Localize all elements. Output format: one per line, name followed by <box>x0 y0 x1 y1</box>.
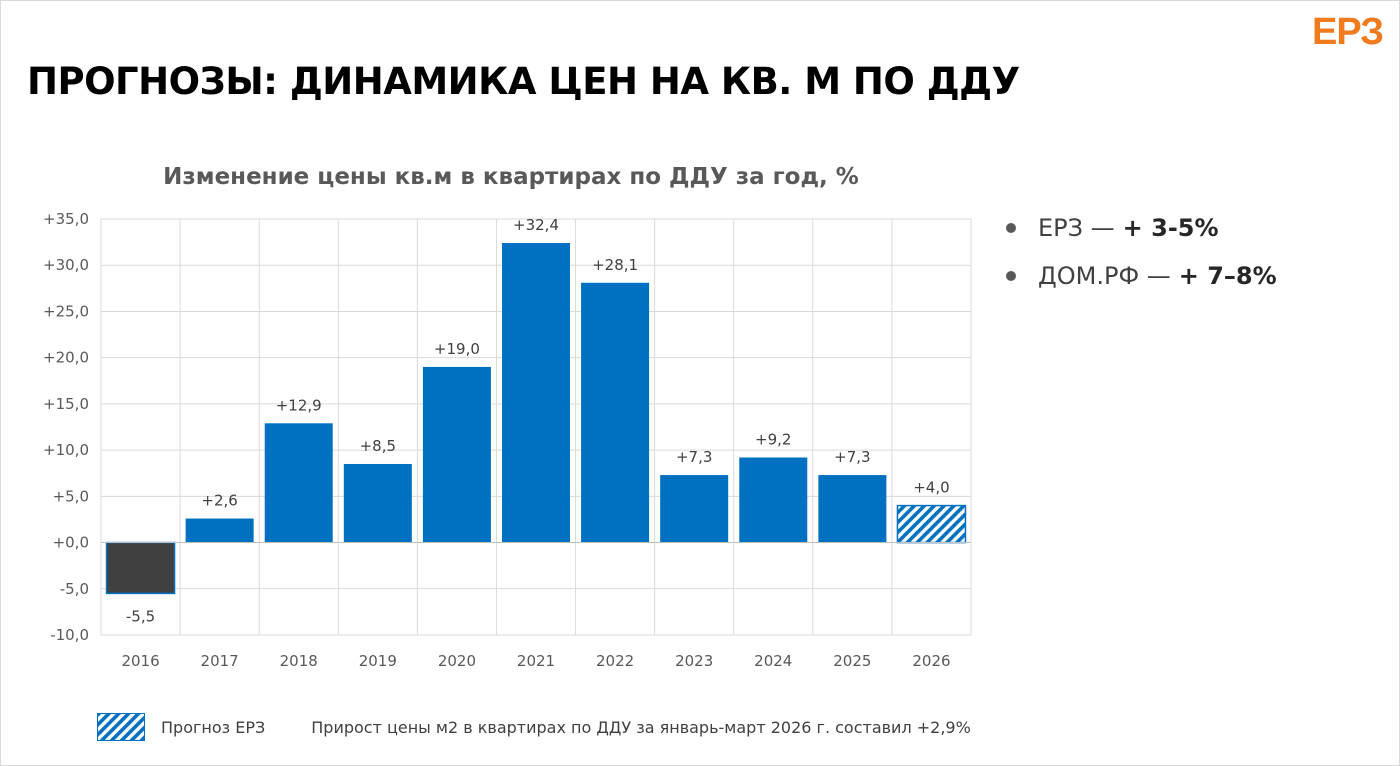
bar-2022 <box>581 282 650 543</box>
y-tick-label: +5,0 <box>53 487 89 505</box>
erz-logo: ЕРЗ <box>1312 11 1384 53</box>
y-tick-label: +25,0 <box>43 302 89 320</box>
x-tick-label: 2019 <box>359 652 397 670</box>
footnote: Прирост цены м2 в квартирах по ДДУ за ян… <box>311 717 971 737</box>
data-label-2018: +12,9 <box>276 396 322 414</box>
x-tick-label: 2023 <box>675 652 713 670</box>
y-tick-label: +15,0 <box>43 395 89 413</box>
bar-2019 <box>343 463 412 543</box>
bar-2020 <box>422 366 491 543</box>
forecast-item-domrf: ДОМ.РФ — + 7–8% <box>1006 257 1277 295</box>
data-label-2023: +7,3 <box>676 448 712 466</box>
x-tick-label: 2021 <box>517 652 555 670</box>
data-label-2024: +9,2 <box>755 431 791 449</box>
data-label-2016: -5,5 <box>126 607 155 625</box>
bar-2025 <box>818 475 887 543</box>
forecast-source: ДОМ.РФ — <box>1038 262 1171 290</box>
x-tick-label: 2020 <box>438 652 476 670</box>
forecast-list: ЕРЗ — + 3-5% ДОМ.РФ — + 7–8% <box>1006 209 1277 305</box>
data-label-2021: +32,4 <box>513 216 559 234</box>
forecast-legend-swatch <box>97 713 145 741</box>
bars <box>105 243 967 595</box>
bar-2016 <box>105 541 176 595</box>
chart-legend: Прогноз ЕРЗ Прирост цены м2 в квартирах … <box>97 713 971 741</box>
data-label-2019: +8,5 <box>360 437 396 455</box>
forecast-source: ЕРЗ — <box>1038 214 1115 242</box>
x-tick-label: 2024 <box>754 652 792 670</box>
x-tick-label: 2025 <box>833 652 871 670</box>
data-label-2020: +19,0 <box>434 340 480 358</box>
data-label-2026: +4,0 <box>913 479 949 497</box>
y-tick-label: +10,0 <box>43 441 89 459</box>
data-label-2017: +2,6 <box>201 492 237 510</box>
bullet-icon <box>1006 223 1016 233</box>
legend-label-forecast: Прогноз ЕРЗ <box>161 717 266 737</box>
bar-2026 <box>896 504 967 544</box>
y-tick-label: +30,0 <box>43 256 89 274</box>
bar-2024 <box>739 457 808 543</box>
bar-2021 <box>501 243 571 543</box>
y-tick-label: -10,0 <box>50 626 89 644</box>
y-tick-label: +20,0 <box>43 349 89 367</box>
page-title: ПРОГНОЗЫ: ДИНАМИКА ЦЕН НА КВ. М ПО ДДУ <box>27 60 1020 103</box>
x-tick-label: 2018 <box>280 652 318 670</box>
y-tick-label: +0,0 <box>53 534 89 552</box>
y-tick-label: +35,0 <box>43 210 89 228</box>
axes: +35,0 +30,0 +25,0 +20,0 +15,0 +10,0 +5,0 +0,0 -5… <box>43 210 971 670</box>
x-tick-label: 2017 <box>201 652 239 670</box>
bar-2017 <box>185 518 254 543</box>
forecast-value: + 7–8% <box>1178 262 1277 290</box>
data-labels: -5,5 +2,6 +12,9 +8,5 +19,0 +32,4 +28,1 +7,3 +9,2… <box>126 216 950 625</box>
x-tick-label: 2022 <box>596 652 634 670</box>
bar-2018 <box>264 423 333 543</box>
data-label-2022: +28,1 <box>592 256 638 274</box>
forecast-value: + 3-5% <box>1122 214 1219 242</box>
data-label-2025: +7,3 <box>834 448 870 466</box>
bullet-icon <box>1006 271 1016 281</box>
bar-2023 <box>660 475 729 543</box>
y-tick-label: -5,0 <box>60 580 89 598</box>
x-tick-label: 2026 <box>912 652 950 670</box>
chart-title: Изменение цены кв.м в квартирах по ДДУ з… <box>163 164 859 190</box>
x-tick-label: 2016 <box>121 652 159 670</box>
forecast-item-erz: ЕРЗ — + 3-5% <box>1006 209 1277 247</box>
